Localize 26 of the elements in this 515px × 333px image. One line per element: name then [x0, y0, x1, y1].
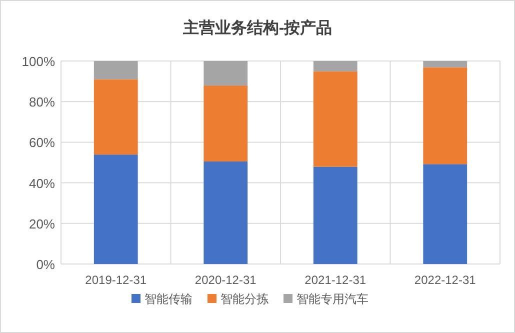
bar [94, 61, 138, 80]
legend-label: 智能专用汽车 [296, 292, 368, 306]
y-tick-label: 80% [28, 94, 56, 110]
bar [204, 86, 248, 162]
y-tick-label: 100% [22, 54, 56, 69]
bar [94, 154, 138, 264]
bar [423, 67, 468, 164]
y-tick-label: 20% [28, 216, 56, 232]
bar [313, 61, 358, 72]
bar [204, 61, 248, 86]
bar [313, 166, 358, 264]
y-tick-label: 40% [28, 176, 56, 191]
chart-title: 主营业务结构-按产品 [182, 18, 332, 37]
bar [313, 71, 358, 167]
y-tick-label: 60% [28, 135, 56, 150]
bar [204, 161, 248, 264]
legend-label: 智能传输 [144, 292, 192, 306]
bar [423, 164, 468, 264]
y-tick-label: 0% [36, 257, 56, 272]
x-tick-label: 2020-12-31 [194, 273, 257, 287]
x-tick-label: 2022-12-31 [414, 273, 476, 287]
legend-label: 智能分拣 [220, 292, 268, 306]
bar [423, 61, 468, 68]
x-tick-label: 2019-12-31 [85, 273, 147, 287]
bar [94, 79, 138, 155]
x-tick-label: 2021-12-31 [304, 273, 366, 287]
